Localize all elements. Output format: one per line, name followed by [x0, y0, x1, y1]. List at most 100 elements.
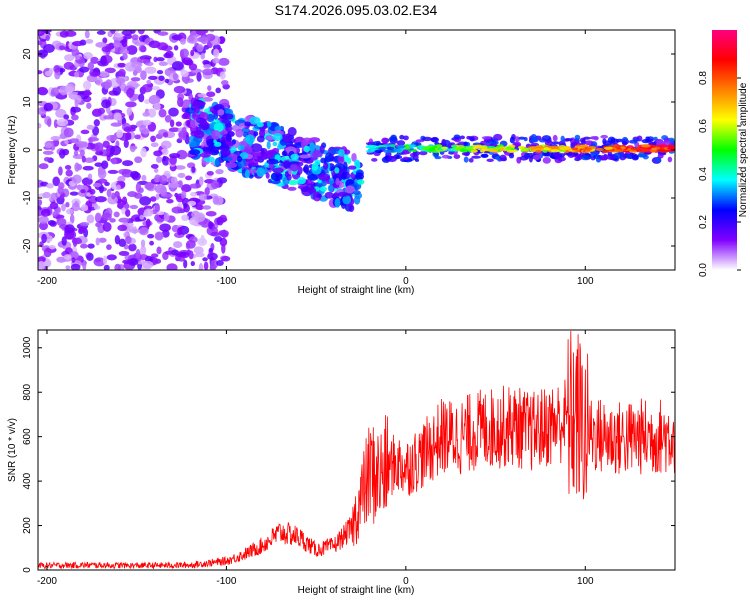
spectrogram-blob — [40, 208, 51, 217]
spectrogram-blob — [479, 149, 486, 153]
spectrogram-blob — [190, 49, 195, 57]
snr-frame — [37, 329, 676, 571]
spectrogram-blob — [337, 191, 350, 197]
spectrogram-blob — [118, 251, 130, 256]
spectrogram-y-tick-label: 20 — [22, 48, 33, 60]
spectrogram-blob — [235, 128, 244, 138]
spectrogram-blob — [506, 146, 513, 150]
spectrogram-blob — [519, 155, 529, 161]
spectrogram-blob — [466, 146, 473, 150]
spectrogram-blob — [94, 142, 104, 152]
spectrogram-blob — [271, 147, 280, 154]
spectrogram-blob — [378, 146, 388, 150]
spectrogram-blob — [202, 59, 210, 65]
spectrogram-blob — [69, 251, 79, 260]
spectrogram-blob — [403, 135, 409, 141]
spectrogram-blob — [165, 50, 174, 59]
spectrogram-blob — [150, 196, 157, 202]
spectrogram-blob — [103, 264, 110, 270]
spectrogram-blob — [570, 141, 578, 147]
spectrogram-blob — [186, 35, 199, 44]
spectrogram-blob — [632, 138, 640, 142]
spectrogram-blob — [408, 144, 416, 148]
spectrogram-blob — [183, 203, 188, 209]
spectrogram-blob — [89, 188, 96, 195]
spectrogram-blob — [210, 180, 220, 190]
spectrogram-blob — [65, 201, 70, 208]
spectrogram-blob — [93, 119, 100, 127]
spectrogram-blob — [319, 186, 328, 192]
spectrogram-blob — [196, 72, 202, 82]
spectrogram-blob — [141, 260, 154, 269]
spectrogram-blob — [97, 178, 108, 184]
spectrogram-blob — [493, 133, 503, 141]
spectrogram-blob — [480, 145, 488, 149]
spectrogram-blob — [46, 183, 54, 189]
spectrogram-blob — [564, 137, 573, 142]
spectrogram-blob — [463, 141, 468, 146]
spectrogram-blob — [63, 254, 72, 260]
spectrogram-blob — [101, 160, 109, 170]
spectrogram-blob — [370, 145, 377, 149]
spectrogram-blob — [106, 154, 111, 162]
spectrogram-x-tick-label: -200 — [37, 276, 57, 287]
spectrogram-blob — [197, 93, 208, 98]
spectrogram-blob — [149, 240, 155, 246]
colorbar-gradient — [712, 30, 737, 270]
spectrogram-blob — [44, 142, 53, 149]
spectrogram-blob — [181, 190, 187, 200]
spectrogram-blob — [212, 195, 219, 205]
spectrogram-blob — [668, 137, 675, 142]
snr-y-tick-label: 600 — [22, 428, 33, 445]
spectrogram-blob — [43, 247, 52, 258]
spectrogram-blob — [81, 204, 89, 212]
spectrogram-blob — [123, 126, 132, 133]
spectrogram-blob — [122, 259, 133, 264]
spectrogram-blob — [48, 244, 56, 250]
spectrogram-blob — [146, 79, 152, 85]
spectrogram-blob — [114, 263, 121, 270]
spectrogram-blob — [121, 30, 133, 36]
spectrogram-blob — [110, 122, 122, 127]
spectrogram-blob — [453, 134, 461, 140]
spectrogram-blob — [641, 148, 650, 152]
spectrogram-blob — [157, 31, 169, 36]
spectrogram-blob — [514, 136, 520, 142]
spectrogram-blob — [38, 86, 48, 94]
spectrogram-blob — [38, 70, 43, 75]
spectrogram-blob — [71, 202, 80, 212]
spectrogram-blob — [45, 35, 50, 41]
spectrogram-blob — [184, 79, 189, 85]
spectrogram-blob — [249, 116, 261, 125]
spectrogram-blob — [118, 238, 127, 248]
spectrogram-blob — [65, 265, 71, 270]
spectrogram-blob — [303, 145, 311, 153]
spectrogram-blob — [329, 177, 334, 185]
spectrogram-blob — [121, 207, 126, 215]
snr-y-tick-label: 0 — [22, 567, 33, 573]
spectrogram-blob — [98, 71, 110, 78]
spectrogram-blob — [134, 134, 141, 140]
spectrogram-blob — [185, 239, 196, 249]
spectrogram-blob — [38, 216, 49, 224]
spectrogram-blob — [296, 176, 306, 185]
spectrogram-blob — [153, 56, 158, 63]
spectrogram-blob — [241, 127, 250, 134]
spectrogram-blob — [79, 149, 85, 157]
spectrogram-blob — [210, 259, 219, 269]
spectrogram-blob — [183, 113, 191, 118]
spectrogram-blob — [106, 134, 118, 142]
spectrogram-blob — [63, 114, 70, 120]
spectrogram-blob — [64, 165, 72, 170]
spectrogram-blob — [552, 134, 558, 142]
spectrogram-blob — [256, 167, 266, 177]
spectrogram-blob — [172, 73, 179, 81]
spectrogram-blob — [509, 136, 516, 144]
spectrogram-blob — [50, 136, 61, 141]
spectrogram-blob — [214, 141, 222, 147]
spectrogram-blob — [141, 174, 147, 182]
spectrogram-blob — [122, 53, 128, 60]
spectrogram-blob — [94, 196, 107, 203]
spectrogram-blob — [62, 148, 70, 156]
spectrogram-blob — [290, 153, 300, 160]
